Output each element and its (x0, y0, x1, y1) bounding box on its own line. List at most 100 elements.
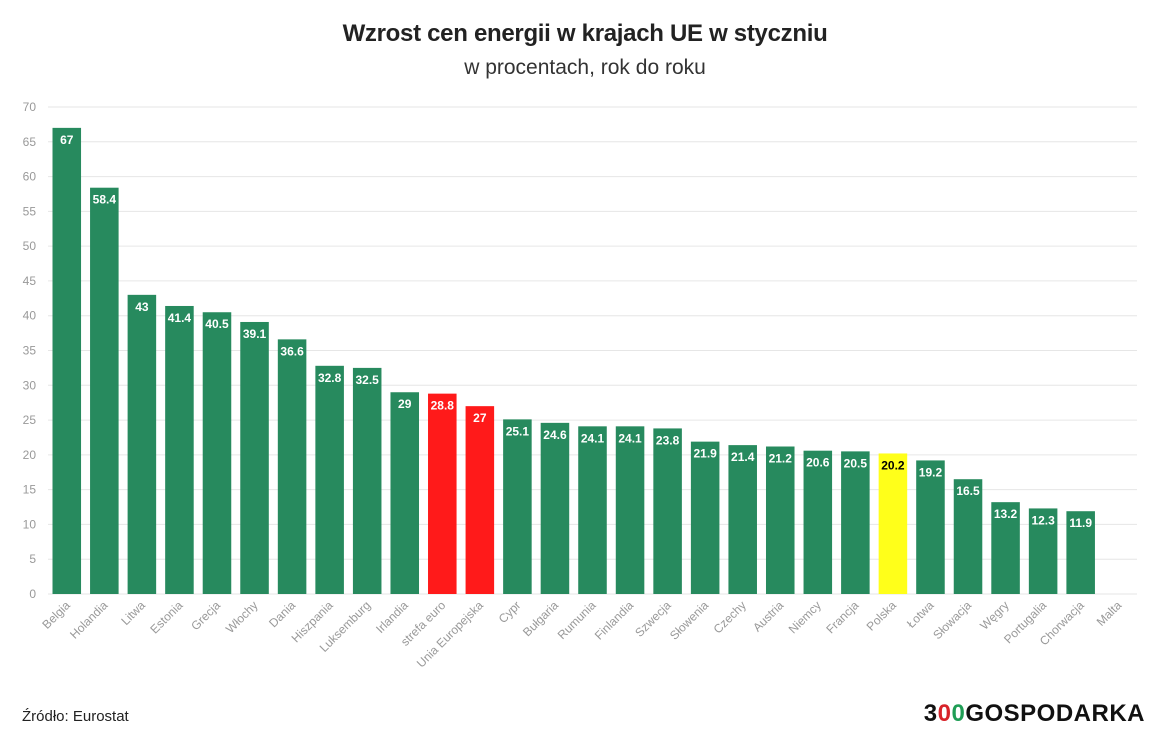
y-tick-label: 0 (29, 587, 36, 601)
data-label: 27 (473, 411, 487, 425)
data-label: 24.1 (618, 431, 642, 445)
y-tick-label: 60 (23, 170, 37, 184)
bar (428, 393, 457, 594)
bar (728, 445, 757, 594)
bar (202, 312, 232, 594)
chart-title: Wzrost cen energii w krajach UE w styczn… (342, 20, 828, 47)
data-label: 12.3 (1031, 513, 1055, 527)
bar-chart: 0 5 10 15 20 25 30 35 40 45 50 55 60 65 70 67 Belgia 58.4… (23, 100, 1137, 670)
data-label: 32.5 (356, 373, 380, 387)
bar (165, 305, 194, 594)
bar (765, 446, 795, 594)
data-label: 40.5 (205, 317, 229, 331)
data-label: 36.6 (280, 344, 304, 358)
bar (390, 392, 420, 594)
y-tick-label: 40 (23, 309, 37, 323)
bar (841, 451, 870, 594)
y-tick-label: 10 (23, 517, 37, 531)
bar (803, 450, 833, 594)
x-tick-label: Finlandia (592, 598, 637, 643)
bar (540, 422, 570, 594)
x-tick-label: Łotwa (904, 598, 937, 631)
x-tick-label: Słowenia (667, 598, 712, 643)
data-label: 67 (60, 133, 74, 147)
bar (277, 339, 307, 594)
data-label: 28.8 (431, 399, 455, 413)
data-label: 19.2 (919, 465, 943, 479)
y-tick-label: 55 (23, 204, 37, 218)
data-label: 43 (135, 300, 149, 314)
data-label: 58.4 (93, 193, 117, 207)
source-note: Źródło: Eurostat (22, 708, 129, 725)
data-label: 20.5 (844, 456, 868, 470)
x-tick-label: Holandia (67, 598, 111, 642)
x-tick-label: Austria (750, 598, 787, 635)
y-tick-label: 5 (29, 552, 36, 566)
y-tick-label: 70 (23, 100, 37, 114)
bar (878, 453, 908, 594)
data-label: 23.8 (656, 433, 680, 447)
x-tick-label: Słowacja (930, 598, 974, 642)
x-tick-label: Polska (864, 598, 900, 634)
x-tick-label: Dania (266, 598, 298, 630)
y-tick-label: 15 (23, 483, 37, 497)
chart-subtitle: w procentach, rok do roku (464, 56, 706, 79)
data-label: 39.1 (243, 327, 267, 341)
bar (916, 460, 945, 594)
x-tick-label: Węgry (977, 598, 1011, 632)
x-tick-label: Unia Europejska (414, 598, 486, 670)
logo-o-green: 0 (951, 700, 966, 727)
bar (315, 365, 344, 594)
x-tick-label: Grecja (188, 598, 223, 633)
y-tick-label: 35 (23, 344, 37, 358)
x-tick-label: Włochy (223, 598, 261, 636)
bar (1066, 511, 1095, 594)
bar (352, 367, 382, 594)
logo-text: GOSPODARKA (965, 700, 1145, 727)
data-label: 25.1 (506, 424, 530, 438)
bar (127, 294, 157, 594)
y-tick-label: 50 (23, 239, 37, 253)
x-tick-label: Czechy (711, 598, 749, 636)
logo-digit: 3 (923, 700, 938, 727)
x-tick-label: Litwa (118, 598, 148, 628)
y-tick-label: 30 (23, 378, 37, 392)
y-tick-label: 65 (23, 135, 37, 149)
bar (240, 321, 269, 594)
x-tick-label: Estonia (147, 598, 185, 636)
data-label: 20.2 (881, 458, 905, 472)
data-label: 21.2 (769, 452, 793, 466)
y-tick-label: 25 (23, 413, 37, 427)
data-label: 24.1 (581, 431, 605, 445)
bar (52, 127, 82, 594)
bar (578, 426, 607, 594)
x-tick-label: Niemcy (786, 598, 824, 636)
x-tick-label: Malta (1094, 598, 1125, 629)
bar (1028, 508, 1058, 594)
data-label: 24.6 (543, 428, 567, 442)
data-label: 29 (398, 397, 412, 411)
y-tick-label: 45 (23, 274, 37, 288)
y-tick-label: 20 (23, 448, 37, 462)
data-label: 13.2 (994, 507, 1018, 521)
data-label: 20.6 (806, 456, 830, 470)
bar (690, 441, 720, 594)
bar (653, 428, 682, 594)
data-label: 21.4 (731, 450, 755, 464)
brand-logo: 300GOSPODARKA (924, 700, 1145, 728)
bar (615, 426, 645, 594)
x-tick-label: Francja (823, 598, 861, 636)
data-label: 41.4 (168, 311, 192, 325)
data-label: 16.5 (956, 484, 980, 498)
data-label: 32.8 (318, 371, 342, 385)
logo-o-red: 0 (937, 700, 952, 727)
bar (465, 406, 495, 594)
bar (503, 419, 532, 594)
x-tick-label: Rumunia (555, 598, 599, 642)
bar (90, 187, 119, 594)
x-tick-label: Belgia (39, 598, 73, 632)
data-label: 11.9 (1069, 516, 1092, 530)
bar (953, 479, 983, 594)
x-tick-label: Cypr (496, 598, 524, 626)
bar (991, 502, 1020, 594)
